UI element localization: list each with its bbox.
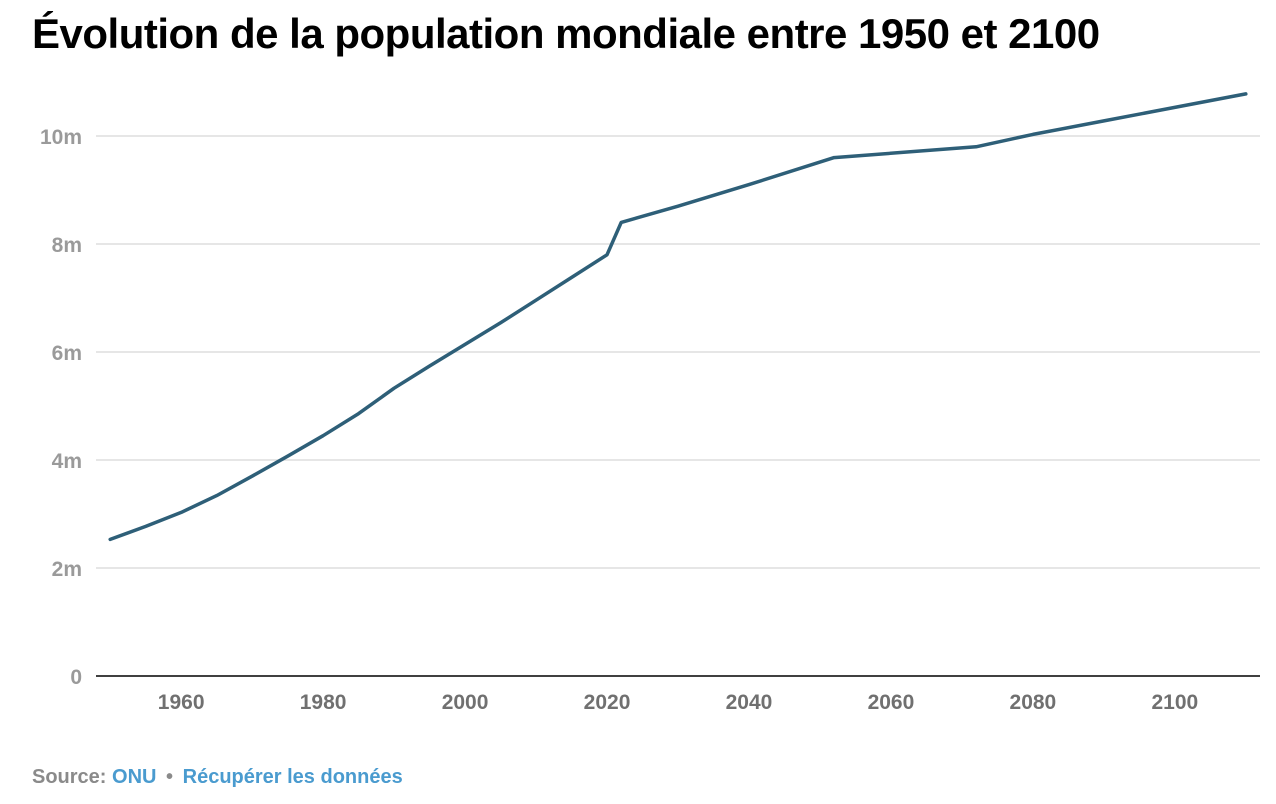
series-layer — [108, 92, 1248, 542]
x-tick-label: 2100 — [1151, 691, 1198, 714]
y-tick-label: 4m — [52, 450, 82, 473]
x-tick-label: 2060 — [868, 691, 915, 714]
chart-title: Évolution de la population mondiale entr… — [32, 10, 1100, 57]
y-tick-label: 0 — [70, 666, 82, 689]
x-tick-label: 2020 — [584, 691, 631, 714]
chart-footer: Source: ONU • Récupérer les données — [32, 766, 403, 789]
x-tick-label: 1960 — [158, 691, 205, 714]
grid-lines — [96, 135, 1260, 569]
x-tick-label: 1980 — [300, 691, 347, 714]
x-tick-label: 2000 — [442, 691, 489, 714]
y-axis-tick-labels: 0 2m 4m 6m 8m 10m — [40, 126, 82, 689]
source-label: Source: — [32, 766, 107, 788]
x-tick-label: 2080 — [1010, 691, 1057, 714]
y-tick-label: 6m — [52, 342, 82, 365]
y-tick-label: 8m — [52, 234, 82, 257]
y-tick-label: 2m — [52, 558, 82, 581]
footer-separator: • — [166, 766, 174, 788]
download-data-link[interactable]: Récupérer les données — [182, 766, 403, 788]
x-axis-tick-labels: 1960 1980 2000 2020 2040 2060 2080 2100 — [158, 691, 1198, 714]
x-tick-label: 2040 — [726, 691, 773, 714]
y-tick-label: 10m — [40, 126, 82, 149]
source-link[interactable]: ONU — [112, 766, 157, 788]
series-line-0 — [108, 92, 1248, 542]
